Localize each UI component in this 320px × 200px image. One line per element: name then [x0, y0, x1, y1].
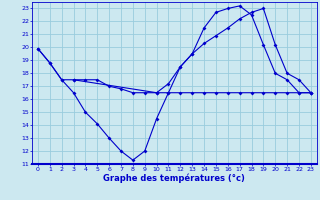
X-axis label: Graphe des températures (°c): Graphe des températures (°c) — [103, 173, 245, 183]
